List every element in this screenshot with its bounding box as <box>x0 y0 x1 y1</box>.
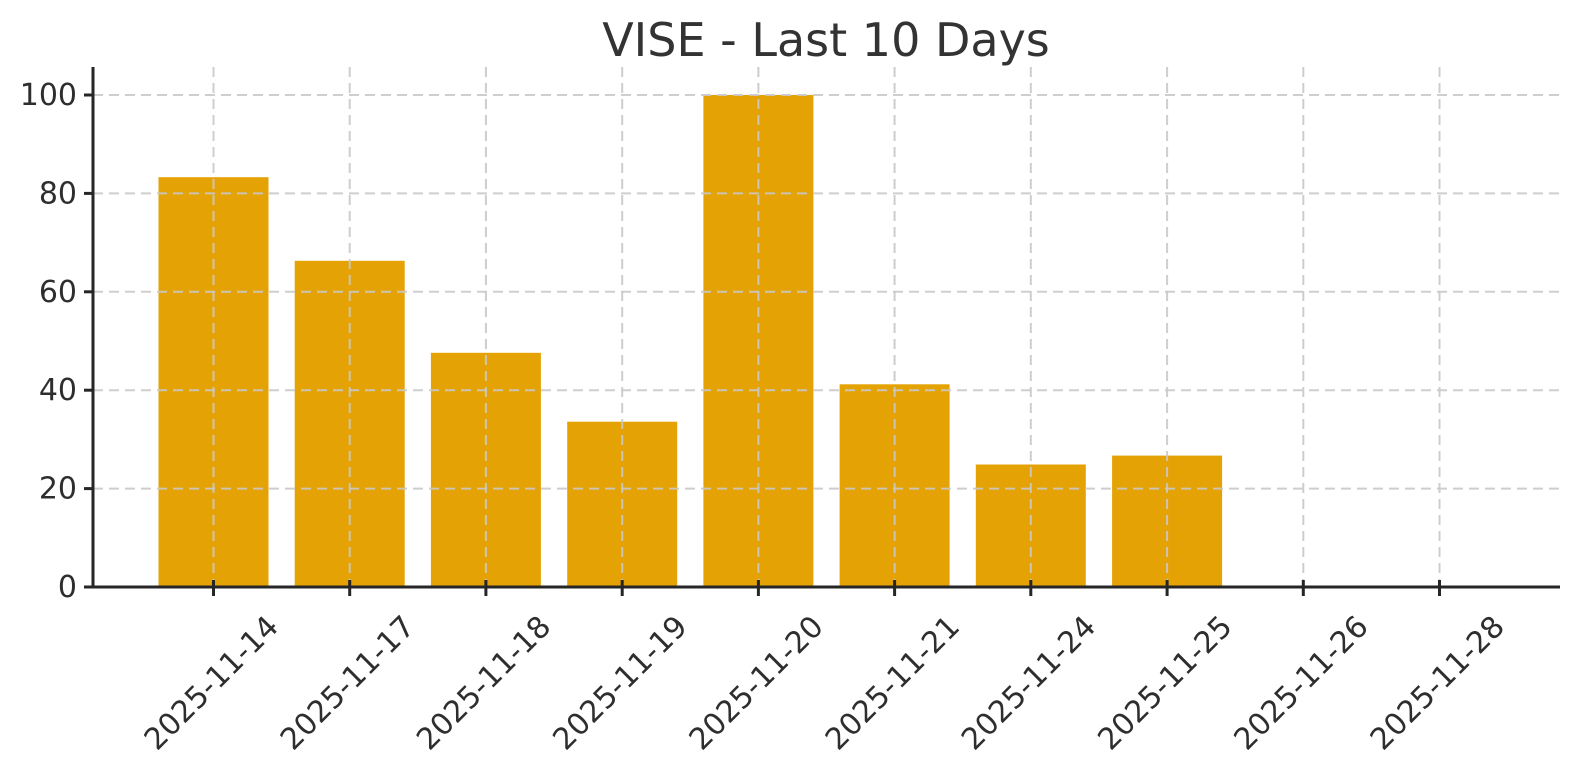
x-tick-label: 2025-11-21 <box>819 609 967 757</box>
y-tick-label: 20 <box>39 472 77 507</box>
bars-layer <box>158 95 1223 587</box>
x-tick-label: 2025-11-24 <box>955 609 1103 757</box>
x-tick-label: 2025-11-28 <box>1364 609 1512 757</box>
x-tick-label: 2025-11-26 <box>1228 609 1376 757</box>
x-tick-label: 2025-11-14 <box>138 609 286 757</box>
y-tick-label: 80 <box>39 176 77 211</box>
grid-layer <box>93 67 1560 587</box>
y-tick-label: 100 <box>20 78 77 113</box>
x-tick-label: 2025-11-18 <box>410 609 558 757</box>
x-tick-label: 2025-11-20 <box>683 609 831 757</box>
chart-title: VISE - Last 10 Days <box>602 13 1050 67</box>
y-tick-label: 0 <box>58 570 77 605</box>
y-tick-label: 40 <box>39 373 77 408</box>
bar <box>158 177 269 587</box>
x-tick-label: 2025-11-25 <box>1091 609 1239 757</box>
x-tick-label: 2025-11-19 <box>546 609 694 757</box>
y-tick-label: 60 <box>39 275 77 310</box>
x-tick-label: 2025-11-17 <box>274 609 422 757</box>
axes-layer <box>84 67 1560 596</box>
